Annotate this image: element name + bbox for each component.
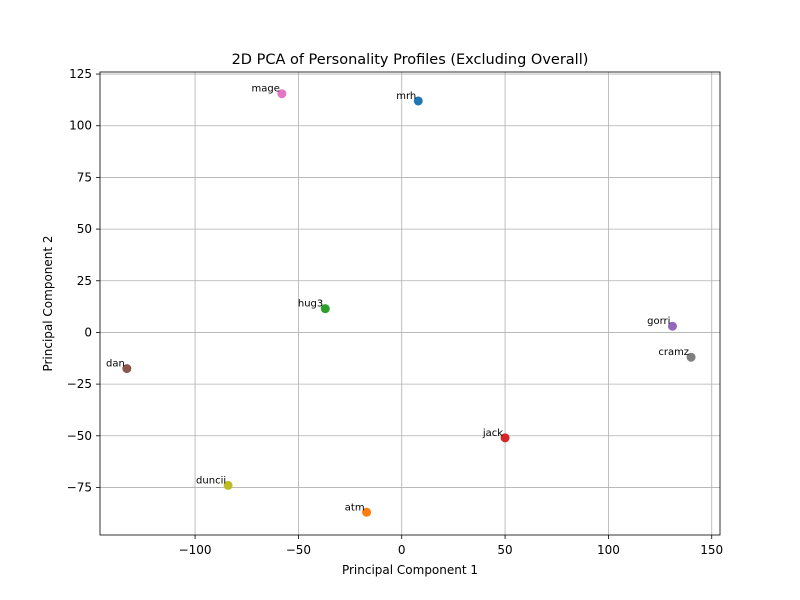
- point-label-mrh: mrh: [396, 91, 416, 102]
- y-tick-label: 50: [77, 222, 92, 236]
- y-tick-label: −75: [67, 480, 92, 494]
- y-tick-label: 75: [77, 170, 92, 184]
- data-point-mrh: [413, 96, 423, 106]
- y-tick-label: 100: [69, 119, 92, 133]
- x-tick-label: 50: [497, 543, 512, 557]
- point-label-hug3: hug3: [298, 299, 323, 310]
- y-tick-label: 125: [69, 67, 92, 81]
- chart-title: 2D PCA of Personality Profiles (Excludin…: [232, 52, 589, 68]
- point-label-cramz: cramz: [658, 347, 689, 358]
- data-point-jack: [500, 433, 510, 443]
- data-point-cramz: [686, 352, 696, 362]
- y-tick-label: −50: [67, 429, 92, 443]
- point-labels: mrh atm hug3 jack gorri dan mage cramz duncii: [106, 84, 689, 514]
- data-point-dan: [122, 364, 132, 374]
- data-point-atm: [362, 507, 372, 517]
- data-point-hug3: [320, 304, 330, 314]
- point-label-gorri: gorri: [647, 316, 670, 327]
- x-tick-label: −50: [286, 543, 311, 557]
- data-point-gorri: [667, 321, 677, 331]
- x-axis-title: Principal Component 1: [342, 563, 478, 577]
- point-label-mage: mage: [251, 84, 279, 95]
- y-tick-label: 25: [77, 274, 92, 288]
- x-tick-label: 150: [700, 543, 723, 557]
- x-tick-label: 0: [398, 543, 406, 557]
- point-label-jack: jack: [482, 428, 503, 439]
- x-tick-label: −100: [179, 543, 212, 557]
- y-tick-label: −25: [67, 377, 92, 391]
- y-tick-label: 0: [84, 325, 92, 339]
- point-label-atm: atm: [345, 502, 365, 513]
- x-tick-label: 100: [597, 543, 620, 557]
- grid: [100, 72, 720, 535]
- y-axis-title: Principal Component 2: [41, 235, 55, 371]
- point-label-duncii: duncii: [196, 475, 226, 486]
- plot-frame: [99, 71, 721, 536]
- data-points: [122, 89, 696, 517]
- data-point-duncii: [223, 480, 233, 490]
- axis-ticks: −100 −50 0 50 100 150 −75 −50 −25 0 25 50 75 100 125: [67, 67, 724, 557]
- data-point-mage: [277, 89, 287, 99]
- point-label-dan: dan: [106, 359, 125, 370]
